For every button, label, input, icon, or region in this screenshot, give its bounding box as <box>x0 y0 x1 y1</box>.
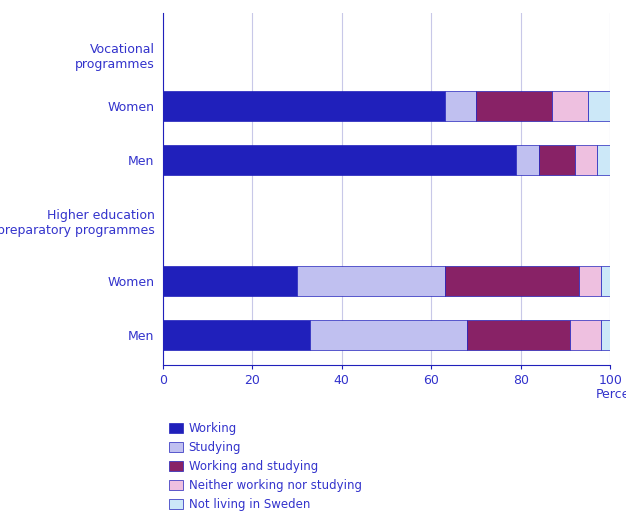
Bar <box>579 266 602 296</box>
Bar <box>163 146 516 176</box>
Bar <box>597 146 610 176</box>
Text: Vocational
programmes: Vocational programmes <box>74 42 155 70</box>
Bar <box>570 320 602 350</box>
Bar <box>297 266 444 296</box>
Bar <box>476 91 552 121</box>
Legend: Working, Studying, Working and studying, Neither working nor studying, Not livin: Working, Studying, Working and studying,… <box>168 422 362 511</box>
Bar <box>444 91 476 121</box>
Bar <box>516 146 539 176</box>
Bar <box>539 146 575 176</box>
Bar <box>467 320 570 350</box>
Bar <box>163 91 444 121</box>
Bar <box>310 320 467 350</box>
Bar <box>163 266 297 296</box>
Bar <box>444 266 579 296</box>
Bar <box>552 91 588 121</box>
Bar <box>588 91 610 121</box>
X-axis label: Percent: Percent <box>596 388 626 401</box>
Bar <box>602 266 610 296</box>
Bar <box>602 320 610 350</box>
Text: Higher education
preparatory programmes: Higher education preparatory programmes <box>0 209 155 237</box>
Bar <box>575 146 597 176</box>
Bar <box>163 320 310 350</box>
